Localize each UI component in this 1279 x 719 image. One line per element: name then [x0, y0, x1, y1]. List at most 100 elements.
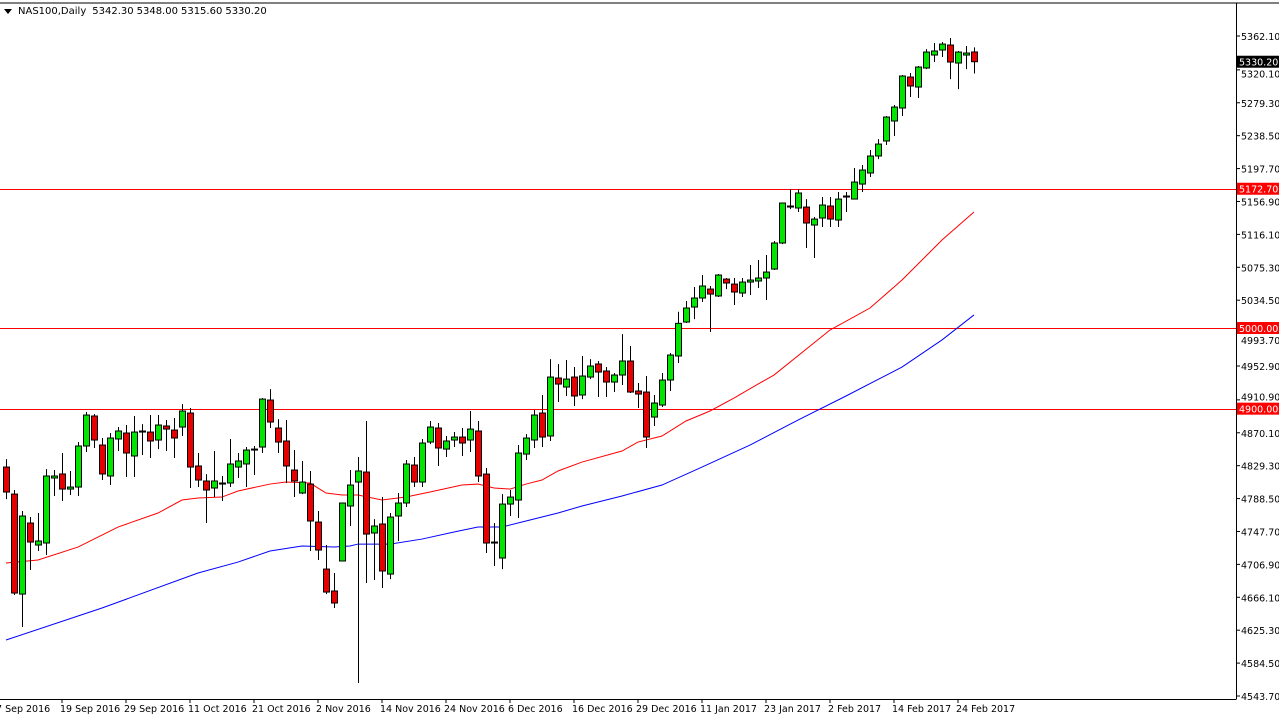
candle-bullish: [35, 540, 42, 546]
candle-bullish: [227, 463, 234, 484]
candle-bullish: [339, 502, 346, 562]
price-tick-label: 5075.30: [1241, 263, 1279, 274]
candle-bearish: [843, 195, 850, 198]
candle-bullish: [43, 475, 50, 544]
candle-bullish: [51, 475, 58, 479]
candle-bearish: [323, 568, 330, 593]
candle-bullish: [915, 66, 922, 88]
candle-bullish: [667, 354, 674, 381]
candle-bullish: [139, 430, 146, 433]
candle-bullish: [235, 460, 242, 468]
candle-bearish: [707, 288, 714, 295]
ohlc-close: 5330.20: [225, 6, 267, 17]
candle-bullish: [355, 470, 362, 483]
time-tick-label: 29 Sep 2016: [124, 704, 184, 715]
candle-bullish: [67, 486, 74, 490]
price-tick-label: 4993.70: [1241, 336, 1279, 347]
price-tick-label: 4952.90: [1241, 362, 1279, 373]
candle-bullish: [939, 43, 946, 51]
candle-bearish: [363, 471, 370, 535]
time-tick-label: 14 Nov 2016: [380, 704, 441, 715]
candle-bearish: [595, 363, 602, 373]
candle-bullish: [675, 322, 682, 357]
price-tick-label: 5279.30: [1241, 99, 1279, 110]
candle-bullish: [427, 426, 434, 443]
level-price-label-bg: [1237, 182, 1279, 195]
candle-bearish: [483, 473, 490, 544]
candle-bullish: [683, 307, 690, 323]
candle-bullish: [619, 360, 626, 376]
candle-bullish: [467, 428, 474, 441]
time-tick-label: 7 Sep 2016: [0, 704, 50, 715]
candle-bullish: [507, 496, 514, 505]
candle-bearish: [723, 278, 730, 284]
dropdown-triangle-icon[interactable]: [4, 9, 12, 14]
price-tick-label: 4584.50: [1241, 659, 1279, 670]
price-tick-label: 4788.50: [1241, 495, 1279, 506]
candle-bearish: [603, 370, 610, 383]
time-tick-label: 24 Feb 2017: [956, 704, 1015, 715]
candle-bearish: [3, 466, 10, 493]
candle-bearish: [643, 391, 650, 438]
candle-bullish: [795, 192, 802, 209]
level-price-label: 5000.00: [1239, 324, 1278, 335]
candle-bearish: [627, 360, 634, 393]
candle-bearish: [331, 590, 338, 604]
candle-bearish: [195, 465, 202, 481]
candle-bullish: [403, 463, 410, 504]
price-tick-label: 5116.10: [1241, 230, 1279, 241]
candle-bullish: [347, 484, 354, 507]
candle-bullish: [899, 75, 906, 109]
candle-bearish: [459, 436, 466, 444]
candle-bearish: [291, 469, 298, 482]
candle-bearish: [971, 51, 978, 63]
candle-bullish: [611, 374, 618, 383]
candle-bullish: [747, 279, 754, 283]
candle-bearish: [411, 464, 418, 483]
candle-bullish: [531, 414, 538, 441]
time-tick-label: 14 Feb 2017: [892, 704, 951, 715]
candle-bullish: [763, 271, 770, 279]
candle-bullish: [883, 116, 890, 142]
candle-bullish: [443, 440, 450, 450]
candle-bullish: [771, 242, 778, 270]
candle-bullish: [699, 285, 706, 299]
candle-bearish: [435, 427, 442, 449]
price-tick-label: 4666.10: [1241, 593, 1279, 604]
candle-bullish: [243, 449, 250, 465]
candle-bearish: [203, 480, 210, 491]
time-tick-label: 21 Oct 2016: [252, 704, 311, 715]
price-tick-label: 4706.90: [1241, 560, 1279, 571]
candle-bearish: [731, 283, 738, 293]
candle-bullish: [179, 410, 186, 428]
candle-bearish: [803, 206, 810, 224]
price-tick-label: 5320.10: [1241, 70, 1279, 81]
candle-bullish: [371, 525, 378, 534]
candle-bearish: [283, 440, 290, 467]
candle-bullish: [259, 398, 266, 448]
candle-bearish: [171, 429, 178, 439]
price-tick-label: 4870.10: [1241, 429, 1279, 440]
candle-bearish: [27, 522, 34, 543]
candle-bearish: [307, 483, 314, 522]
candle-bearish: [163, 425, 170, 430]
candle-bullish: [891, 106, 898, 122]
price-tick-label: 4747.70: [1241, 527, 1279, 538]
candle-bullish: [19, 515, 26, 595]
candle-bullish: [563, 378, 570, 388]
candle-bullish: [659, 379, 666, 406]
candle-bullish: [547, 376, 554, 437]
time-tick-label: 29 Dec 2016: [636, 704, 697, 715]
candle-bullish: [395, 502, 402, 517]
time-tick-label: 23 Jan 2017: [764, 704, 821, 715]
candle-bullish: [387, 516, 394, 575]
candle-bullish: [923, 51, 930, 69]
candle-bullish: [851, 181, 858, 200]
candle-bullish: [955, 51, 962, 64]
candle-bullish: [251, 448, 258, 451]
candle-bearish: [907, 76, 914, 87]
candle-bearish: [635, 390, 642, 395]
price-tick-label: 5034.50: [1241, 296, 1279, 307]
candle-bullish: [691, 297, 698, 308]
